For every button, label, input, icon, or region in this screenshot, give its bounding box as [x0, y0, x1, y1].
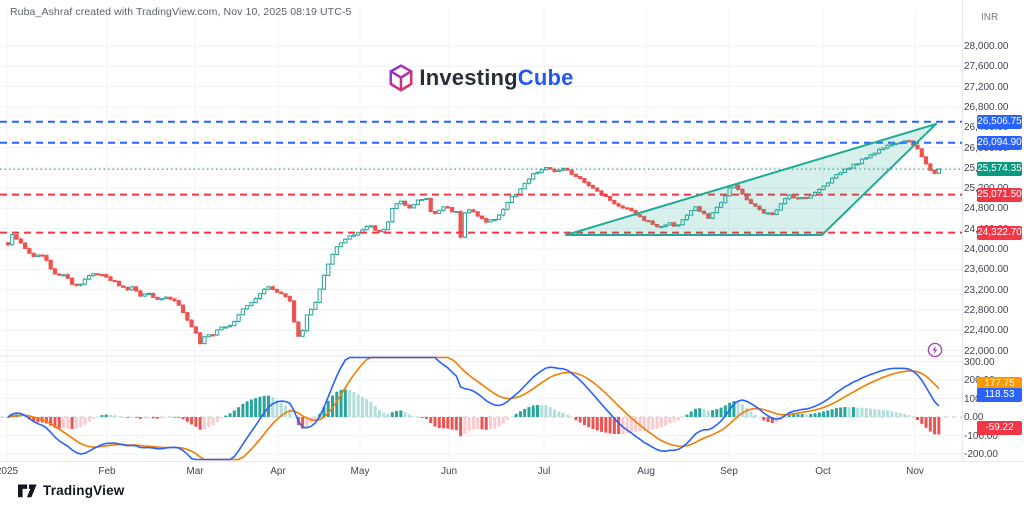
watermark-investing: Investing [419, 65, 518, 90]
watermark-cube: Cube [517, 65, 574, 90]
investingcube-logo-icon [389, 64, 413, 92]
last-price-tag: 25,574.35 [977, 162, 1022, 177]
ascending-triangle-pattern[interactable] [565, 123, 937, 236]
time-tick-label: Jun [440, 466, 458, 477]
price-axis-separator [962, 0, 963, 483]
price-tick-label: 26,800.00 [964, 101, 1009, 113]
boost-lightning-icon[interactable] [927, 342, 943, 358]
level-price-tag: 26,094.90 [977, 135, 1022, 150]
macd-lines [7, 356, 940, 461]
time-axis[interactable]: 2025 Feb Mar Apr May Jun Jul Aug Sep Oct Nov [0, 461, 1024, 484]
gridlines [0, 10, 962, 461]
tradingview-logo-icon [18, 484, 37, 497]
time-tick-label: 2025 [0, 466, 19, 477]
price-tick-label: 28,000.00 [964, 41, 1009, 52]
price-tick-label: 22,800.00 [964, 304, 1009, 316]
macd-value-tag: 177.75 [977, 377, 1022, 392]
price-tick-label: 27,200.00 [964, 81, 1009, 93]
price-tick-label: 23,600.00 [964, 264, 1009, 276]
currency-label: INR [981, 12, 999, 23]
level-price-tag: 25,071.50 [977, 187, 1022, 202]
tradingview-logo-text: TradingView [43, 483, 125, 498]
price-levels [0, 120, 962, 234]
price-tick-label: 23,200.00 [964, 284, 1009, 296]
signal-line [7, 356, 940, 461]
time-tick-label: Mar [186, 466, 204, 477]
investingcube-watermark: InvestingCube [0, 64, 962, 92]
macd-tick-label: 0.00 [964, 412, 984, 423]
time-tick-label: Jul [537, 466, 551, 477]
macd-tick-label: -200.00 [964, 449, 998, 460]
watermark-text: InvestingCube [419, 65, 573, 91]
time-tick-label: Oct [815, 466, 831, 477]
price-tick-label: 22,000.00 [964, 345, 1009, 357]
time-tick-label: Aug [637, 466, 655, 477]
attribution-text: Ruba_Ashraf created with TradingView.com… [10, 6, 352, 18]
macd-tick-label: -100.00 [964, 430, 998, 442]
tradingview-logo[interactable]: TradingView [18, 483, 124, 498]
candlestick-series [5, 139, 941, 345]
time-tick-label: Sep [720, 466, 738, 477]
time-tick-label: Nov [906, 466, 924, 477]
level-price-tag: 26,506.75 [977, 114, 1022, 129]
macd-tick-label: 300.00 [964, 356, 995, 368]
price-tick-label: 24,800.00 [964, 203, 1009, 215]
macd-value-tag: 118.53 [977, 388, 1022, 403]
price-tick-label: 27,600.00 [964, 61, 1009, 73]
macd-line [7, 356, 940, 461]
price-tick-label: 22,400.00 [964, 325, 1009, 337]
time-tick-label: May [350, 466, 370, 477]
time-tick-label: Feb [98, 466, 116, 477]
price-tick-label: 24,000.00 [964, 244, 1009, 256]
level-price-tag: 24,322.70 [977, 225, 1022, 240]
time-tick-label: Apr [270, 466, 286, 477]
macd-value-tag: -59.22 [977, 420, 1022, 435]
